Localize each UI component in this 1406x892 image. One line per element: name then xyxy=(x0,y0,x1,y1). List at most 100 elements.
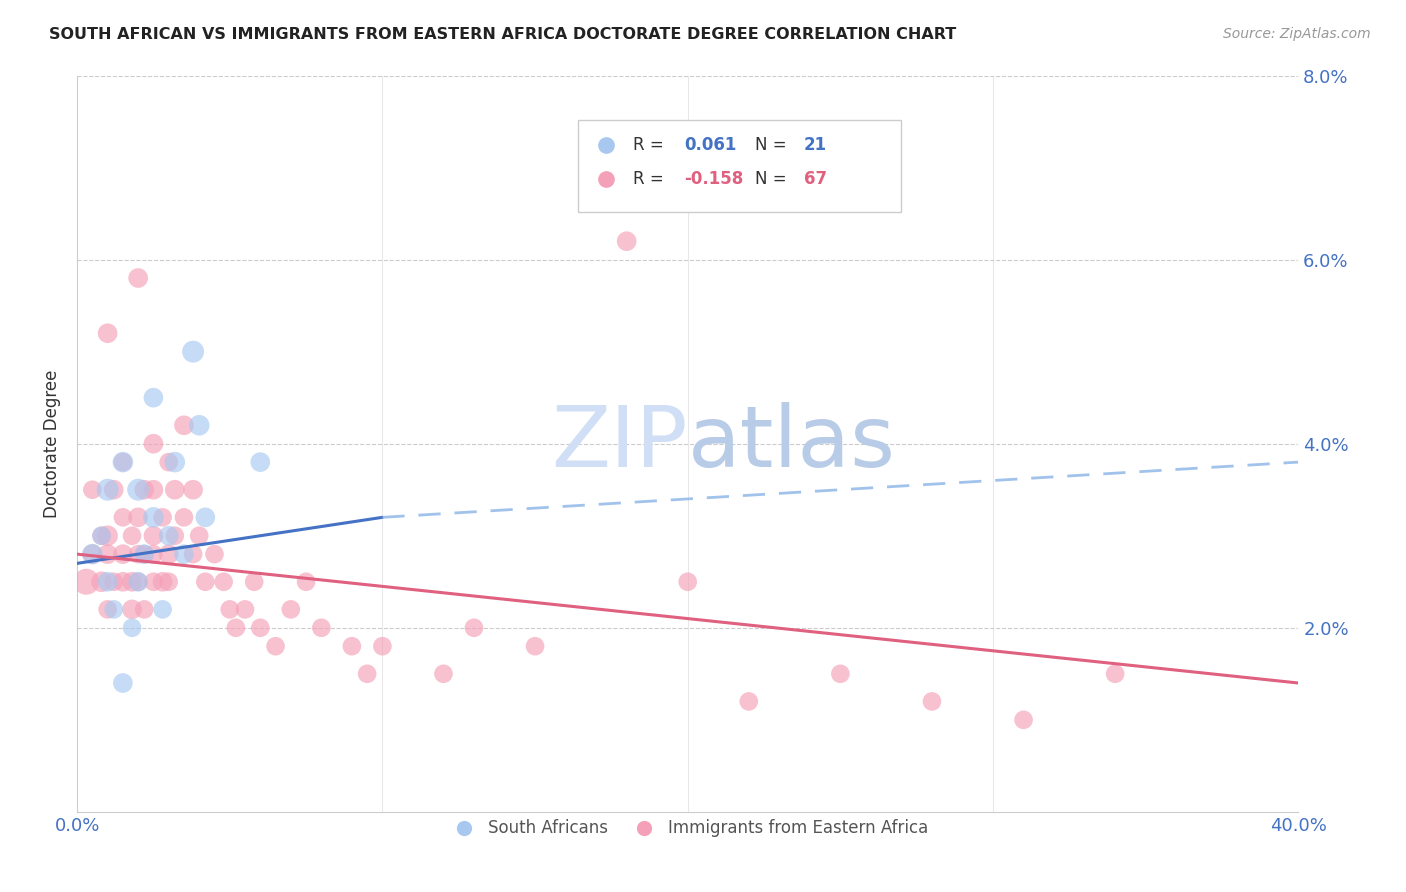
Point xyxy=(97,326,120,341)
Point xyxy=(371,639,394,653)
Point xyxy=(111,547,134,561)
Point xyxy=(121,602,143,616)
Point xyxy=(121,574,143,589)
Point xyxy=(82,547,104,561)
Point xyxy=(163,483,186,497)
Text: N =: N = xyxy=(755,169,792,187)
Point xyxy=(134,547,156,561)
Point xyxy=(152,602,174,616)
Point xyxy=(82,483,104,497)
Point xyxy=(264,639,287,653)
Point xyxy=(127,574,149,589)
Point xyxy=(163,455,186,469)
Point xyxy=(163,529,186,543)
Point xyxy=(97,574,120,589)
Point xyxy=(111,455,134,469)
Point xyxy=(103,483,125,497)
Point xyxy=(830,666,852,681)
Point xyxy=(142,391,165,405)
Point xyxy=(142,510,165,524)
Y-axis label: Doctorate Degree: Doctorate Degree xyxy=(44,369,60,518)
Point xyxy=(127,547,149,561)
Point xyxy=(134,547,156,561)
Legend: South Africans, Immigrants from Eastern Africa: South Africans, Immigrants from Eastern … xyxy=(441,813,935,844)
Point xyxy=(1012,713,1035,727)
Point xyxy=(188,529,211,543)
Point xyxy=(181,483,204,497)
Text: 67: 67 xyxy=(804,169,827,187)
Point xyxy=(152,510,174,524)
Text: ZIP: ZIP xyxy=(551,402,688,485)
Point xyxy=(249,621,271,635)
Point xyxy=(127,271,149,285)
Point xyxy=(738,694,761,708)
Text: 21: 21 xyxy=(804,136,827,154)
Text: 0.061: 0.061 xyxy=(685,136,737,154)
Point xyxy=(142,483,165,497)
Point xyxy=(295,574,318,589)
Point xyxy=(188,418,211,433)
Point xyxy=(127,483,149,497)
Point xyxy=(432,666,454,681)
Point xyxy=(127,574,149,589)
Point xyxy=(204,547,226,561)
Point xyxy=(111,510,134,524)
Text: Source: ZipAtlas.com: Source: ZipAtlas.com xyxy=(1223,27,1371,41)
Point xyxy=(103,574,125,589)
FancyBboxPatch shape xyxy=(578,120,901,211)
Text: atlas: atlas xyxy=(688,402,896,485)
Point xyxy=(194,574,217,589)
Point xyxy=(173,510,195,524)
Point xyxy=(90,529,112,543)
Point xyxy=(524,639,547,653)
Point xyxy=(90,529,112,543)
Point xyxy=(676,574,699,589)
Point xyxy=(111,455,134,469)
Point xyxy=(616,234,638,248)
Point xyxy=(173,547,195,561)
Text: N =: N = xyxy=(755,136,792,154)
Point xyxy=(142,529,165,543)
Point xyxy=(121,529,143,543)
Point xyxy=(280,602,302,616)
Text: SOUTH AFRICAN VS IMMIGRANTS FROM EASTERN AFRICA DOCTORATE DEGREE CORRELATION CHA: SOUTH AFRICAN VS IMMIGRANTS FROM EASTERN… xyxy=(49,27,956,42)
Point xyxy=(97,547,120,561)
Point xyxy=(97,529,120,543)
Point xyxy=(463,621,485,635)
Point xyxy=(142,547,165,561)
Text: -0.158: -0.158 xyxy=(685,169,744,187)
Point xyxy=(1104,666,1126,681)
Point xyxy=(340,639,363,653)
Point xyxy=(142,436,165,450)
Point xyxy=(103,602,125,616)
Point xyxy=(356,666,378,681)
Point xyxy=(157,574,180,589)
Point xyxy=(921,694,943,708)
Point xyxy=(127,510,149,524)
Text: R =: R = xyxy=(633,136,669,154)
Point xyxy=(82,547,104,561)
Point xyxy=(218,602,240,616)
Point xyxy=(243,574,266,589)
Point xyxy=(225,621,247,635)
Point xyxy=(233,602,256,616)
Point xyxy=(75,574,97,589)
Point xyxy=(97,483,120,497)
Text: R =: R = xyxy=(633,169,669,187)
Point xyxy=(157,455,180,469)
Point xyxy=(111,676,134,690)
Point xyxy=(181,547,204,561)
Point xyxy=(249,455,271,469)
Point xyxy=(152,574,174,589)
Point xyxy=(97,602,120,616)
Point xyxy=(194,510,217,524)
Point xyxy=(173,418,195,433)
Point xyxy=(212,574,235,589)
Point xyxy=(90,574,112,589)
Point xyxy=(311,621,333,635)
Point xyxy=(157,529,180,543)
Point xyxy=(181,344,204,359)
Point xyxy=(142,574,165,589)
Point xyxy=(134,483,156,497)
Point xyxy=(121,621,143,635)
